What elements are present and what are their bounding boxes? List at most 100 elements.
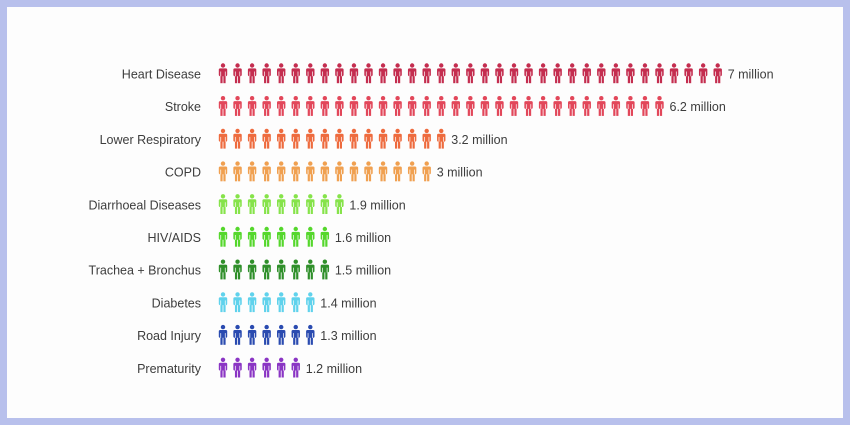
person-icon xyxy=(437,96,446,116)
person-icon xyxy=(349,63,359,84)
person-icon xyxy=(262,324,271,345)
person-icon xyxy=(349,128,359,149)
person-icon xyxy=(364,161,373,182)
icon-row xyxy=(218,161,431,182)
person-icon xyxy=(509,63,519,84)
row-label: Road Injury xyxy=(137,329,202,343)
icon-row xyxy=(218,194,344,214)
person-icon xyxy=(597,96,606,116)
person-icon xyxy=(306,226,315,247)
person-icon xyxy=(262,194,271,214)
person-icon xyxy=(393,128,402,149)
person-icon xyxy=(247,194,257,214)
person-icon xyxy=(218,63,228,84)
chart-frame: Heart Disease 7 million Stroke 6.2 million L… xyxy=(7,7,843,418)
person-icon xyxy=(335,161,344,182)
row-label: Diabetes xyxy=(152,296,201,310)
person-icon xyxy=(655,96,664,116)
person-icon xyxy=(277,194,286,214)
person-icon xyxy=(684,63,693,84)
person-icon xyxy=(291,194,300,214)
person-icon xyxy=(655,63,664,84)
person-icon xyxy=(335,63,344,84)
person-icon xyxy=(291,226,300,247)
value-label: 1.9 million xyxy=(349,198,405,212)
person-icon xyxy=(233,357,242,378)
row-label: Prematurity xyxy=(137,362,202,376)
person-icon xyxy=(495,96,504,116)
person-icon xyxy=(262,128,271,149)
person-icon xyxy=(247,324,257,345)
person-icon xyxy=(306,128,315,149)
person-icon xyxy=(713,63,722,84)
person-icon xyxy=(349,96,359,116)
person-icon xyxy=(291,259,300,280)
person-icon xyxy=(320,63,330,84)
person-icon xyxy=(378,63,388,84)
person-icon xyxy=(218,259,228,280)
value-label: 1.2 million xyxy=(306,362,362,376)
row-label: Lower Respiratory xyxy=(100,133,202,147)
person-icon xyxy=(306,63,315,84)
person-icon xyxy=(364,128,373,149)
person-icon xyxy=(611,63,621,84)
person-icon xyxy=(262,259,271,280)
icon-row xyxy=(218,292,315,313)
person-icon xyxy=(262,63,271,84)
pictogram-chart: Heart Disease 7 million Stroke 6.2 million L… xyxy=(88,63,774,378)
person-icon xyxy=(277,292,286,313)
value-label: 1.4 million xyxy=(320,296,376,310)
person-icon xyxy=(291,63,300,84)
person-icon xyxy=(466,63,475,84)
row-label: Heart Disease xyxy=(122,68,201,82)
person-icon xyxy=(553,96,562,116)
person-icon xyxy=(568,63,577,84)
value-label: 6.2 million xyxy=(670,100,726,114)
row-label: HIV/AIDS xyxy=(148,231,202,245)
person-icon xyxy=(335,128,344,149)
person-icon xyxy=(233,161,242,182)
person-icon xyxy=(640,96,650,116)
person-icon xyxy=(524,63,533,84)
person-icon xyxy=(218,161,228,182)
person-icon xyxy=(349,161,359,182)
person-icon xyxy=(422,96,431,116)
person-icon xyxy=(669,63,679,84)
person-icon xyxy=(218,226,228,247)
person-icon xyxy=(306,161,315,182)
person-icon xyxy=(291,96,300,116)
person-icon xyxy=(335,96,344,116)
person-icon xyxy=(233,259,242,280)
person-icon xyxy=(393,96,402,116)
row-label: Stroke xyxy=(165,100,201,114)
person-icon xyxy=(407,161,417,182)
person-icon xyxy=(291,128,300,149)
person-icon xyxy=(437,63,446,84)
person-icon xyxy=(247,259,257,280)
person-icon xyxy=(698,63,708,84)
person-icon xyxy=(233,194,242,214)
person-icon xyxy=(437,128,446,149)
person-icon xyxy=(262,292,271,313)
icon-row xyxy=(218,357,300,378)
person-icon xyxy=(291,324,300,345)
person-icon xyxy=(247,226,257,247)
value-label: 3.2 million xyxy=(451,133,507,147)
person-icon xyxy=(291,161,300,182)
icon-row xyxy=(218,324,315,345)
row-label: Trachea + Bronchus xyxy=(89,264,201,278)
person-icon xyxy=(538,63,548,84)
icon-row xyxy=(218,128,446,149)
person-icon xyxy=(393,63,402,84)
person-icon xyxy=(466,96,475,116)
person-icon xyxy=(320,194,330,214)
person-icon xyxy=(291,292,300,313)
person-icon xyxy=(320,161,330,182)
person-icon xyxy=(247,292,257,313)
person-icon xyxy=(233,63,242,84)
person-icon xyxy=(277,161,286,182)
person-icon xyxy=(553,63,562,84)
person-icon xyxy=(306,259,315,280)
person-icon xyxy=(306,324,315,345)
person-icon xyxy=(422,128,431,149)
